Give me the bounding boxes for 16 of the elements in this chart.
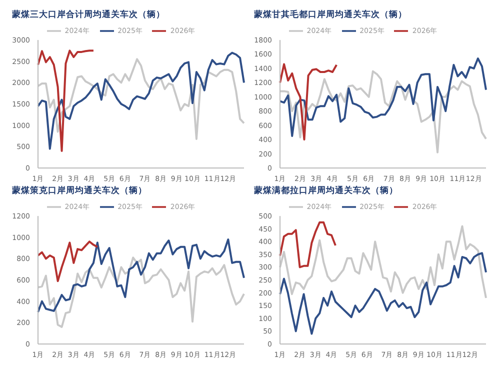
line-series — [279, 225, 487, 299]
line-series — [279, 221, 336, 268]
line-series — [279, 63, 338, 141]
chart-title: 蒙煤满都拉口岸周均通关车次（辆） — [253, 184, 399, 198]
line-series — [37, 58, 245, 140]
line-series — [279, 70, 487, 154]
line-series — [37, 238, 245, 313]
chart-title: 蒙煤策克口岸周均通关车次（辆） — [11, 184, 148, 198]
line-series — [279, 252, 487, 335]
line-series — [37, 256, 245, 328]
line-series — [279, 57, 487, 137]
line-series — [37, 240, 98, 282]
chart-title: 蒙煤甘其毛都口岸周均通关车次（辆） — [253, 8, 408, 22]
chart-title: 蒙煤三大口岸合计周均通关车次（辆） — [11, 8, 166, 22]
line-series — [37, 52, 245, 150]
line-series — [37, 50, 94, 152]
